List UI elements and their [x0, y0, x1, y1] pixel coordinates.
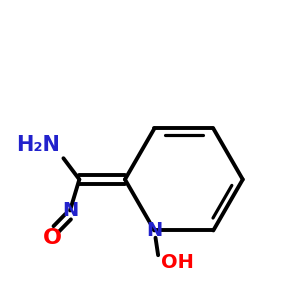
Text: N: N	[146, 221, 163, 240]
Text: H₂N: H₂N	[16, 135, 61, 155]
Text: O: O	[43, 228, 62, 248]
Text: N: N	[62, 201, 78, 220]
Text: OH: OH	[161, 253, 194, 272]
